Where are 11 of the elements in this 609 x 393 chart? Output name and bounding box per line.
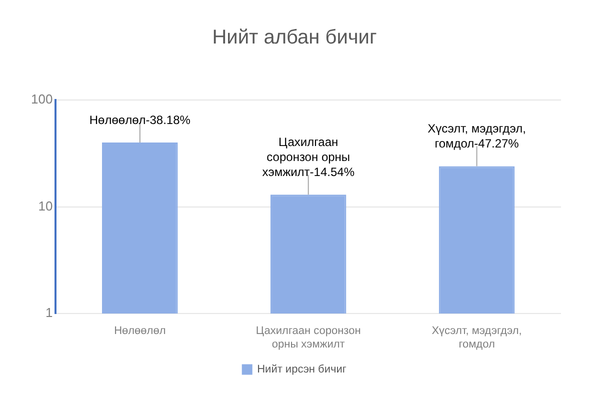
legend-label: Нийт ирсэн бичиг bbox=[257, 364, 346, 376]
y-tick-label: 10 bbox=[38, 198, 53, 214]
x-tick-label: Нөлөөлөл bbox=[114, 325, 166, 338]
x-tick-label: Цахилгаан соронзон орны хэмжилт bbox=[256, 325, 361, 350]
data-label: Цахилгаан соронзон орны хэмжилт-14.54% bbox=[262, 134, 355, 179]
y-tick-label: 1 bbox=[45, 305, 53, 320]
data-label: Хүсэлт, мэдэгдэл, гомдол-47.27% bbox=[428, 122, 526, 151]
chart-title: Нийт албан бичиг bbox=[212, 26, 377, 49]
data-label: Нөлөөлөл-38.18% bbox=[89, 112, 191, 127]
x-tick-label: Хүсэлт, мэдэгдэл, гомдол bbox=[432, 325, 522, 350]
y-tick-label: 100 bbox=[30, 92, 53, 107]
